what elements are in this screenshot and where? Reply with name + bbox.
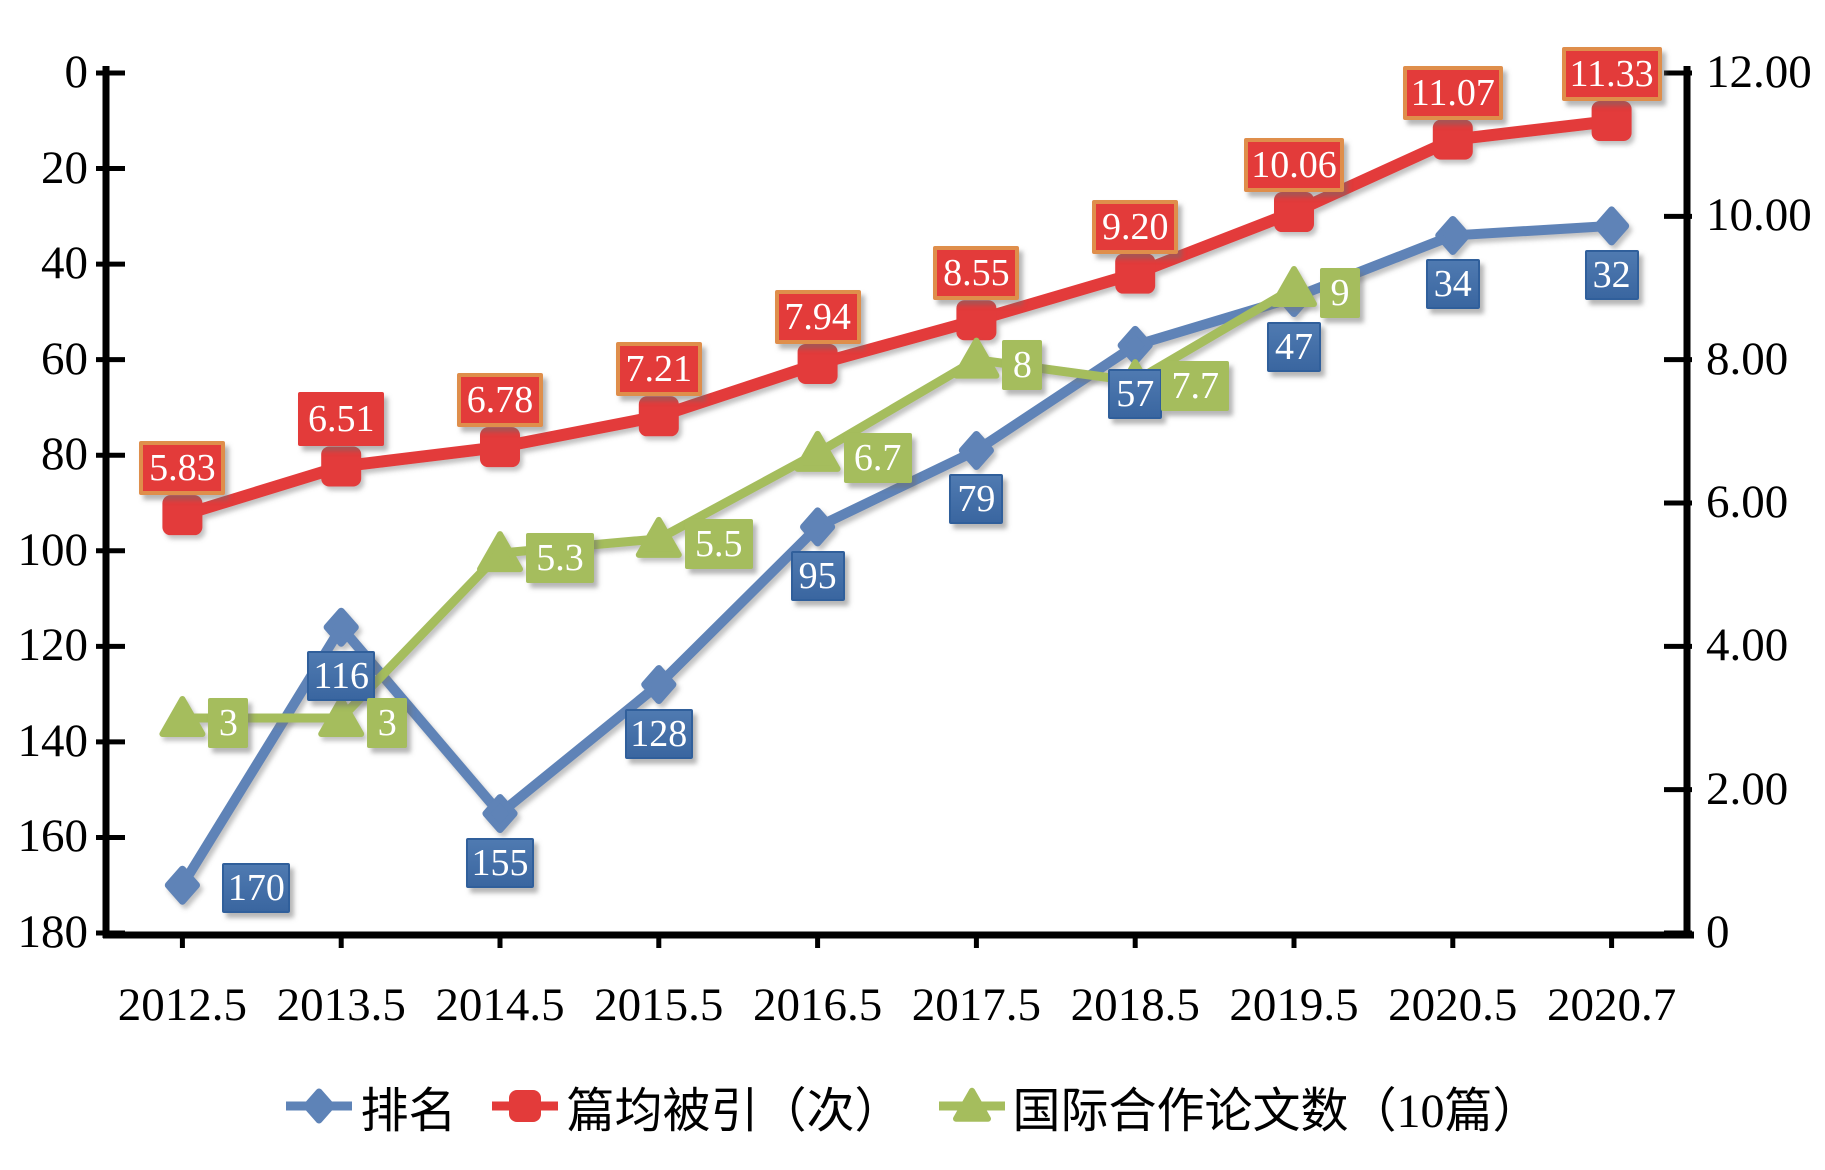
triangle-marker	[794, 430, 841, 472]
diamond-marker	[303, 1088, 336, 1123]
diamond-marker	[323, 607, 359, 647]
series-line	[176, 115, 1618, 522]
square-marker	[480, 427, 520, 468]
square-marker	[1591, 101, 1632, 142]
legend-label: 篇均被引（次）	[566, 1084, 903, 1138]
diamond-marker	[958, 430, 994, 470]
diamond-marker	[1594, 206, 1630, 246]
triangle-marker	[635, 516, 682, 558]
triangle-marker	[953, 337, 1000, 379]
triangle-marker	[318, 696, 365, 737]
series-line	[177, 220, 1617, 891]
diamond-marker	[641, 665, 677, 705]
legend-item-intl-papers: 国际合作论文数（10篇）	[937, 1071, 1541, 1141]
square-marker	[1432, 119, 1473, 160]
triangle-marker	[159, 696, 206, 737]
diamond-marker	[1435, 215, 1471, 255]
square-marker	[797, 343, 838, 384]
series-citations	[162, 101, 1632, 536]
triangle-marker	[952, 1087, 991, 1122]
square-marker	[638, 396, 679, 437]
triangle-marker	[477, 531, 523, 573]
diamond-marker	[164, 865, 200, 905]
diamond-legend-marker-icon	[286, 1088, 353, 1123]
square-marker	[1274, 192, 1314, 233]
series-rank	[164, 206, 1630, 905]
legend-item-citations: 篇均被引（次）	[490, 1071, 903, 1141]
square-marker	[1115, 253, 1156, 294]
legend-item-rank: 排名	[284, 1071, 456, 1141]
axes	[96, 66, 1694, 948]
square-marker	[956, 300, 997, 341]
diamond-marker	[482, 794, 518, 834]
triangle-marker	[1271, 266, 1317, 307]
diamond-marker	[800, 507, 836, 547]
legend-label: 排名	[360, 1084, 457, 1138]
square-legend-marker-icon	[492, 1089, 559, 1122]
series-plot-area	[159, 101, 1632, 905]
legend: 排名 篇均被引（次） 国际合作论文数（10篇）	[0, 1068, 1825, 1143]
square-marker	[321, 446, 362, 487]
triangle-legend-marker-icon	[938, 1087, 1005, 1122]
legend-label: 国际合作论文数（10篇）	[1012, 1084, 1541, 1138]
square-marker	[509, 1089, 542, 1122]
square-marker	[162, 495, 203, 536]
